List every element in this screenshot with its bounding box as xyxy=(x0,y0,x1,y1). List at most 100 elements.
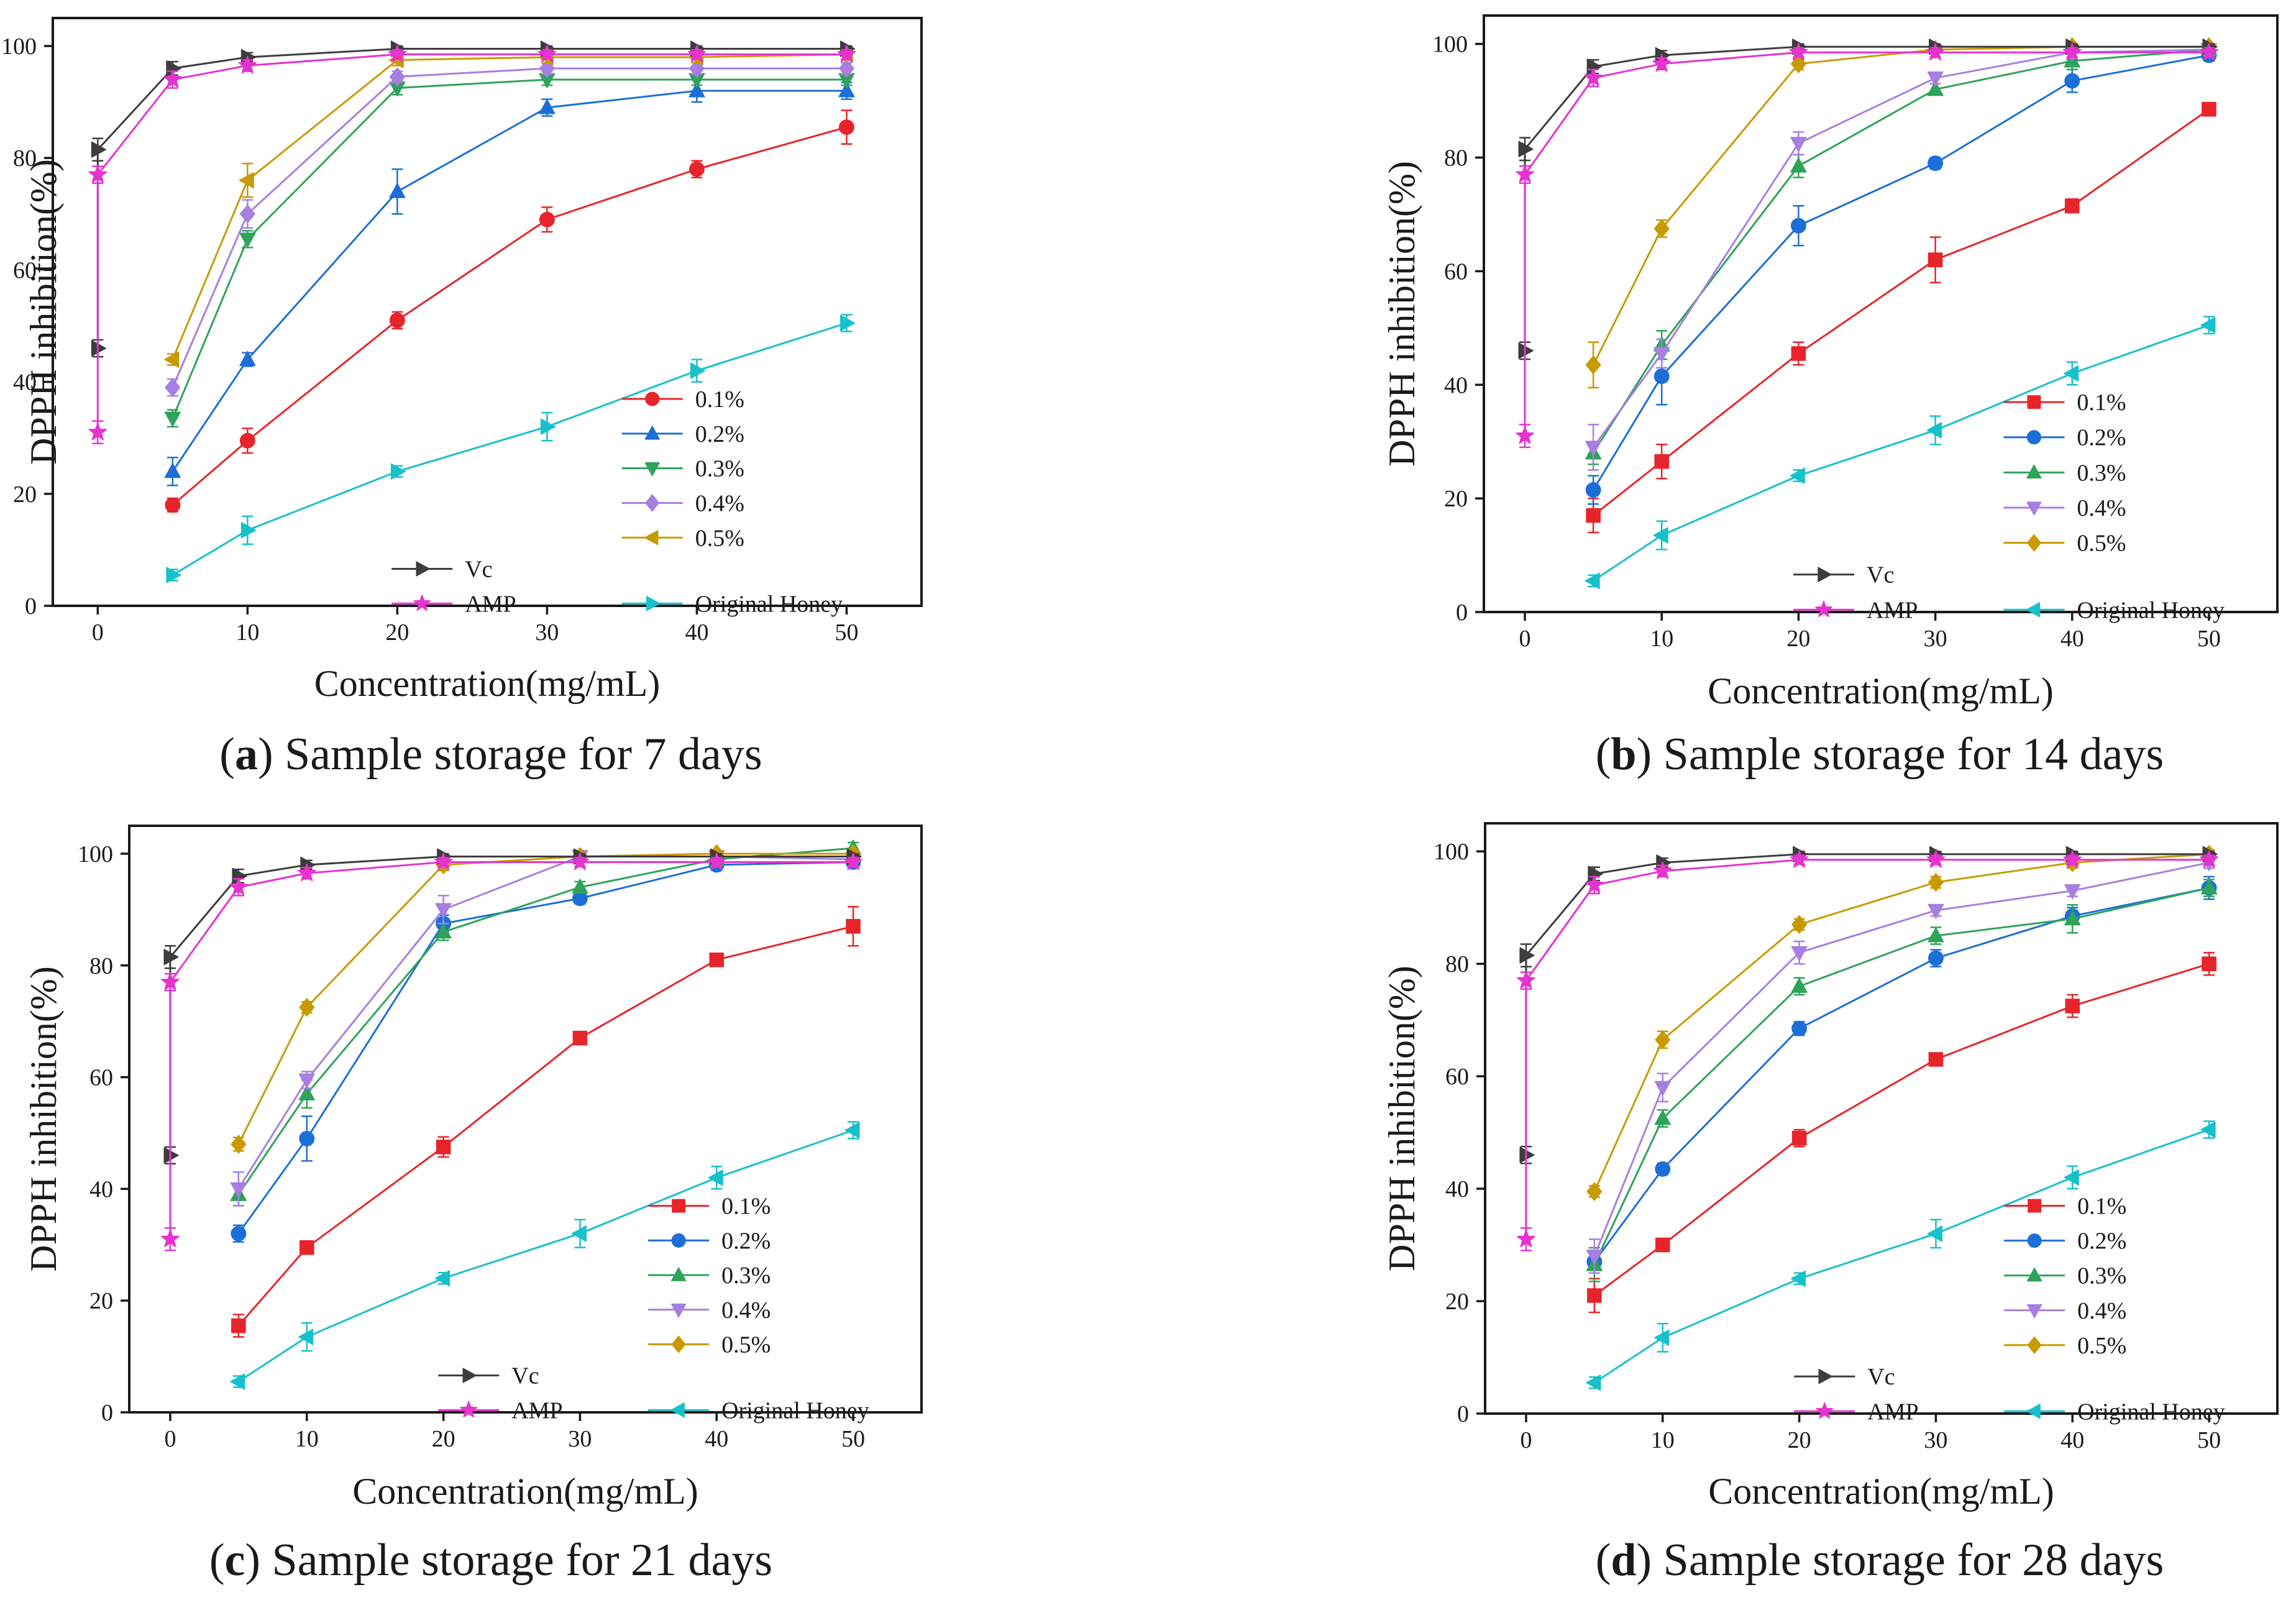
y-tick-label: 100 xyxy=(78,841,113,867)
data-point xyxy=(389,183,406,198)
x-tick-label: 50 xyxy=(2197,626,2221,652)
legend-item: 0.2% xyxy=(648,1228,771,1254)
data-point xyxy=(1516,426,1535,444)
data-point xyxy=(1790,850,1809,868)
data-point xyxy=(570,852,590,871)
legend-label: 0.4% xyxy=(721,1297,771,1323)
series-0-5- xyxy=(164,46,853,368)
data-point xyxy=(1585,482,1601,498)
x-tick-label: 30 xyxy=(568,1426,592,1452)
legend-label: 0.2% xyxy=(721,1228,771,1254)
legend-item: 0.2% xyxy=(621,421,744,447)
y-tick-label: 100 xyxy=(1,34,37,60)
y-tick-label: 40 xyxy=(1444,372,1468,398)
data-point xyxy=(572,879,588,894)
legend-item: 0.5% xyxy=(648,1332,771,1358)
data-point xyxy=(1518,342,1534,359)
data-point xyxy=(2200,1122,2216,1138)
legend-swatch-marker xyxy=(645,494,660,512)
legend-swatch-marker xyxy=(644,530,659,546)
series-line xyxy=(1593,861,2210,1257)
chart-panel-a: 0 10 20 30 40 50 0 20 40 60 80 100 Concentration(mg/… xyxy=(1,17,923,780)
data-point xyxy=(240,522,257,539)
data-point xyxy=(1652,54,1672,72)
y-tick-label: 60 xyxy=(1444,258,1468,285)
data-point xyxy=(539,99,556,114)
data-point xyxy=(298,1085,315,1101)
legend-swatch-marker xyxy=(2026,602,2041,618)
legend-swatch-marker xyxy=(2027,1233,2042,1248)
legend-swatch-marker xyxy=(2028,1199,2042,1213)
legend-item: 0.2% xyxy=(2004,1228,2126,1255)
legend-label: 0.5% xyxy=(2077,1333,2126,1359)
data-point xyxy=(539,59,555,78)
series-line xyxy=(237,861,854,1235)
legend-label: Vc xyxy=(1867,1364,1895,1390)
data-point xyxy=(297,863,316,882)
data-point xyxy=(1586,1182,1603,1201)
legend-item: 0.4% xyxy=(2003,495,2126,521)
data-point xyxy=(2063,850,2082,868)
data-point xyxy=(1791,1020,1808,1036)
data-point xyxy=(298,1073,315,1089)
legend-swatch-marker xyxy=(1818,1369,1832,1384)
y-tick-label: 60 xyxy=(13,257,37,283)
legend-item: 0.1% xyxy=(621,386,744,413)
legend-label: Original Honey xyxy=(2077,597,2224,623)
y-tick-label: 0 xyxy=(1456,600,1468,626)
legend-item: Original Honey xyxy=(2004,1399,2225,1425)
y-tick-label: 0 xyxy=(101,1400,113,1426)
legend-item: AMP xyxy=(391,591,516,617)
legend-label: 0.4% xyxy=(2077,1298,2126,1324)
data-point xyxy=(2064,1169,2079,1186)
legend-item: 0.3% xyxy=(648,1263,771,1289)
data-point xyxy=(1791,946,1808,961)
data-point xyxy=(1790,1270,1806,1287)
x-tick-label: 40 xyxy=(705,1426,728,1452)
data-point xyxy=(1928,1052,1944,1067)
y-tick-label: 80 xyxy=(13,145,37,171)
data-point xyxy=(1791,1130,1807,1146)
legend-label: 0.2% xyxy=(695,421,744,447)
series-line xyxy=(1592,54,2210,491)
data-point xyxy=(91,141,107,158)
series-original-honey xyxy=(166,314,856,583)
x-tick-label: 10 xyxy=(295,1426,319,1452)
series-line xyxy=(1593,853,2210,1192)
x-tick-label: 10 xyxy=(1651,1427,1675,1453)
data-point xyxy=(837,44,856,63)
legend-label: 0.1% xyxy=(2077,1194,2126,1220)
series-line xyxy=(169,855,854,1156)
series-line xyxy=(1525,853,2210,1155)
data-point xyxy=(1790,137,1807,152)
data-point xyxy=(839,59,854,78)
data-point xyxy=(1586,508,1601,523)
series-line xyxy=(96,48,847,349)
data-point xyxy=(1928,872,1944,892)
series-0-5- xyxy=(1586,844,2217,1201)
legend-label: AMP xyxy=(1867,597,1918,623)
legend-item: AMP xyxy=(1793,597,1918,623)
data-point xyxy=(688,82,705,98)
data-point xyxy=(389,67,405,86)
legend-swatch-marker xyxy=(2027,1336,2042,1354)
legend-item: 0.3% xyxy=(2003,460,2126,486)
caption-letter: b xyxy=(1611,729,1636,780)
data-point xyxy=(1518,140,1534,157)
data-point xyxy=(537,44,557,63)
data-point xyxy=(571,1225,587,1242)
data-point xyxy=(1928,252,1943,267)
data-point xyxy=(165,497,181,513)
data-point xyxy=(299,1240,314,1255)
series-original-honey xyxy=(1585,316,2216,589)
plot-frame xyxy=(52,17,923,607)
legend-item: 0.1% xyxy=(648,1194,771,1220)
series-vc xyxy=(163,848,862,1165)
legend-label: Vc xyxy=(465,556,492,582)
x-tick-label: 30 xyxy=(1924,626,1947,652)
y-tick-label: 80 xyxy=(1445,951,1469,977)
data-point xyxy=(839,119,854,135)
legend-item: Vc xyxy=(1793,562,1894,588)
data-point xyxy=(1791,977,1808,993)
